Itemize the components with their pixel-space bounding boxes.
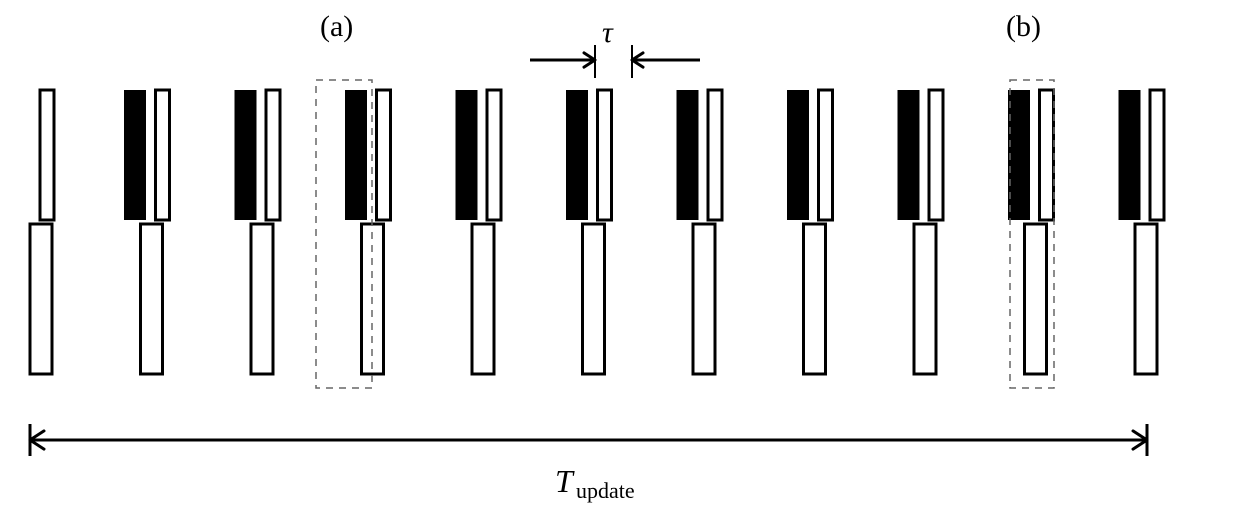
- top-solid-bar: [345, 90, 367, 220]
- top-solid-bar: [235, 90, 257, 220]
- label-T-sub: update: [576, 478, 635, 503]
- top-hollow-bar: [156, 90, 170, 220]
- bottom-bar: [583, 224, 605, 374]
- top-hollow-bar: [929, 90, 943, 220]
- top-hollow-bar: [598, 90, 612, 220]
- top-hollow-bar: [266, 90, 280, 220]
- label-T: T: [555, 463, 575, 499]
- top-solid-bar: [787, 90, 809, 220]
- bottom-bar: [1025, 224, 1047, 374]
- top-hollow-bar: [708, 90, 722, 220]
- label-b: (b): [1006, 10, 1041, 43]
- top-solid-bar: [566, 90, 588, 220]
- top-hollow-bar: [487, 90, 501, 220]
- bottom-bar: [30, 224, 52, 374]
- top-hollow-bar: [1150, 90, 1164, 220]
- bottom-bar: [251, 224, 273, 374]
- top-solid-bar: [898, 90, 920, 220]
- top-solid-bar: [1008, 90, 1030, 220]
- top-solid-bar: [1119, 90, 1141, 220]
- top-solid-bar: [677, 90, 699, 220]
- bottom-bar: [914, 224, 936, 374]
- label-a: (a): [320, 10, 353, 43]
- top-hollow-bar: [40, 90, 54, 220]
- bottom-bar: [141, 224, 163, 374]
- bottom-bar: [472, 224, 494, 374]
- label-tau: τ: [602, 16, 614, 49]
- top-hollow-bar: [377, 90, 391, 220]
- bottom-bar: [693, 224, 715, 374]
- top-solid-bar: [456, 90, 478, 220]
- top-hollow-bar: [819, 90, 833, 220]
- top-hollow-bar: [1040, 90, 1054, 220]
- top-solid-bar: [124, 90, 146, 220]
- bottom-bar: [804, 224, 826, 374]
- bottom-bar: [1135, 224, 1157, 374]
